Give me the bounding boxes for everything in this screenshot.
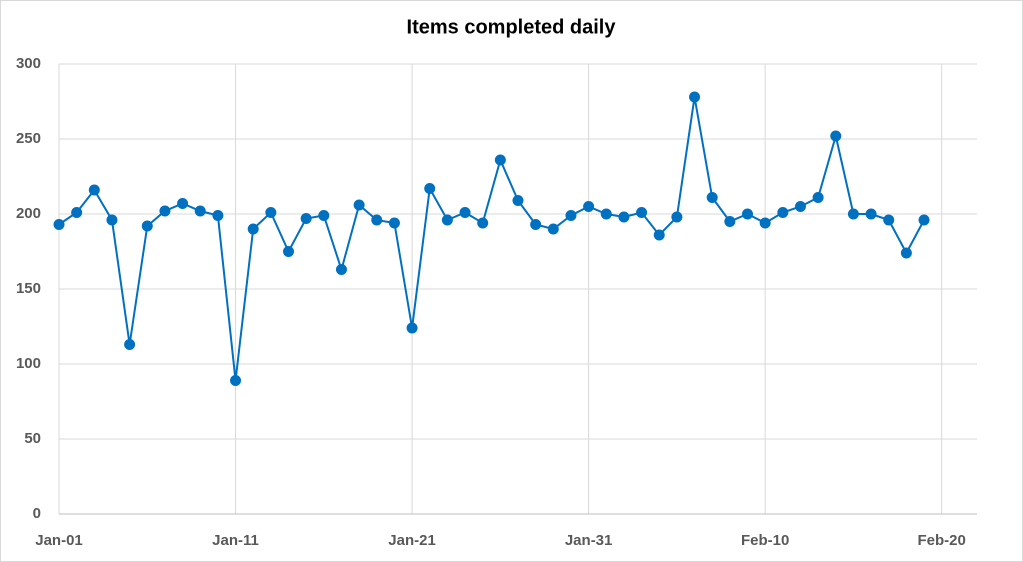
chart-title: Items completed daily (407, 16, 617, 38)
data-point (689, 91, 701, 103)
data-point (159, 205, 171, 217)
data-point (265, 207, 277, 218)
data-point (512, 195, 524, 206)
data-point (335, 264, 347, 275)
data-point (194, 205, 206, 217)
y-tick-label: 300 (16, 55, 41, 72)
data-point (565, 210, 577, 221)
data-point (53, 219, 65, 230)
data-point (177, 198, 189, 209)
data-point (530, 219, 542, 230)
x-tick-label: Feb-20 (918, 532, 966, 549)
data-point (600, 208, 612, 220)
data-point (283, 246, 294, 257)
data-point (318, 210, 330, 221)
data-point (141, 220, 153, 232)
data-point (71, 207, 83, 218)
data-point (618, 211, 630, 223)
data-point (88, 184, 100, 196)
data-point (830, 130, 842, 142)
y-tick-label: 100 (16, 355, 41, 372)
data-point (900, 247, 912, 259)
data-point (671, 211, 683, 223)
x-tick-label: Jan-31 (565, 532, 613, 549)
y-tick-label: 0 (33, 505, 41, 522)
y-tick-label: 50 (24, 430, 41, 447)
data-point (388, 217, 400, 229)
data-point (706, 192, 718, 203)
data-point (847, 208, 859, 220)
data-point (794, 201, 806, 212)
data-point (371, 214, 383, 226)
data-point (247, 223, 259, 235)
data-point (106, 214, 118, 226)
data-point (636, 207, 648, 218)
data-point (865, 208, 877, 220)
y-tick-label: 150 (16, 280, 41, 297)
data-point (230, 375, 242, 386)
data-point (477, 217, 489, 229)
data-point (459, 207, 471, 218)
data-point (653, 229, 665, 241)
data-point (583, 201, 595, 212)
data-point (724, 216, 736, 227)
data-point (918, 214, 930, 226)
x-tick-label: Jan-21 (388, 532, 436, 549)
x-tick-label: Feb-10 (741, 532, 789, 549)
data-point (547, 223, 559, 235)
data-point (494, 154, 506, 166)
data-point (812, 192, 824, 203)
data-point (441, 214, 453, 226)
data-point (353, 199, 365, 211)
data-point (300, 213, 312, 224)
y-tick-label: 250 (16, 130, 41, 147)
data-point (883, 214, 895, 226)
data-point (742, 208, 753, 220)
data-point (759, 217, 771, 229)
data-point (777, 207, 789, 218)
data-point (124, 339, 136, 350)
x-tick-label: Jan-01 (35, 532, 83, 549)
data-point (424, 183, 436, 194)
data-point (212, 210, 224, 221)
y-tick-label: 200 (16, 205, 41, 222)
data-point (406, 322, 418, 334)
x-tick-label: Jan-11 (212, 532, 259, 549)
